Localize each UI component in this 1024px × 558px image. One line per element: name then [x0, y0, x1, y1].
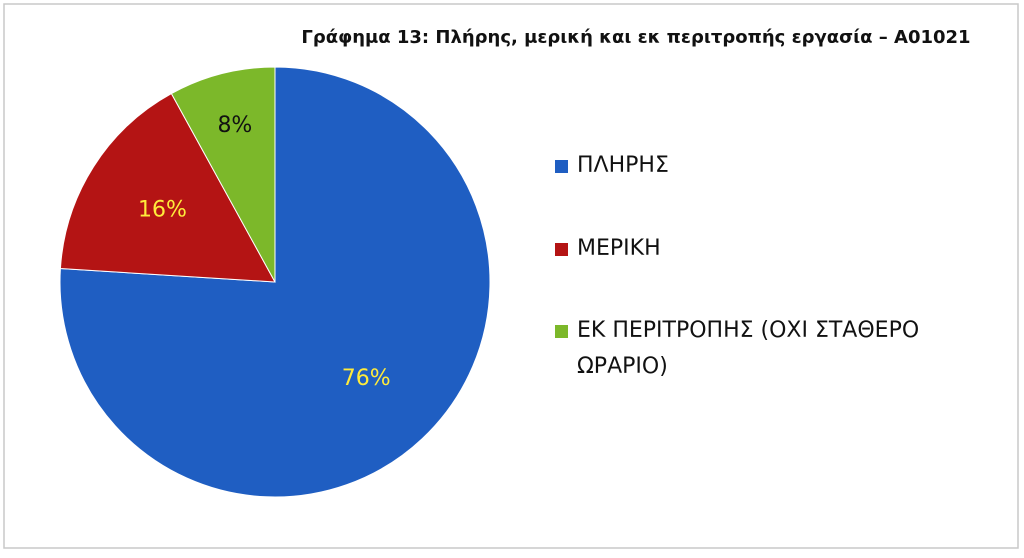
legend-item: ΕΚ ΠΕΡΙΤΡΟΠΗΣ (ΟΧΙ ΣΤΑΘΕΡΟ ΩΡΑΡΙΟ): [555, 313, 955, 385]
legend-item: ΜΕΡΙΚΗ: [555, 231, 955, 267]
data-label: 16%: [138, 198, 187, 223]
legend-swatch: [555, 243, 568, 256]
data-label: 76%: [342, 366, 391, 391]
pie-slice: [59, 92, 276, 283]
legend-label: ΕΚ ΠΕΡΙΤΡΟΠΗΣ (ΟΧΙ ΣΤΑΘΕΡΟ ΩΡΑΡΙΟ): [577, 318, 920, 379]
legend-label: ΠΛΗΡΗΣ: [577, 153, 669, 178]
legend-item: ΠΛΗΡΗΣ: [555, 148, 955, 184]
legend-swatch: [555, 160, 568, 173]
legend-swatch: [555, 325, 568, 338]
chart-title: Γράφημα 13: Πλήρης, μερική και εκ περιτρ…: [301, 27, 970, 48]
data-label: 8%: [217, 113, 252, 138]
pie-slice: [170, 66, 276, 283]
legend-label: ΜΕΡΙΚΗ: [577, 236, 661, 261]
